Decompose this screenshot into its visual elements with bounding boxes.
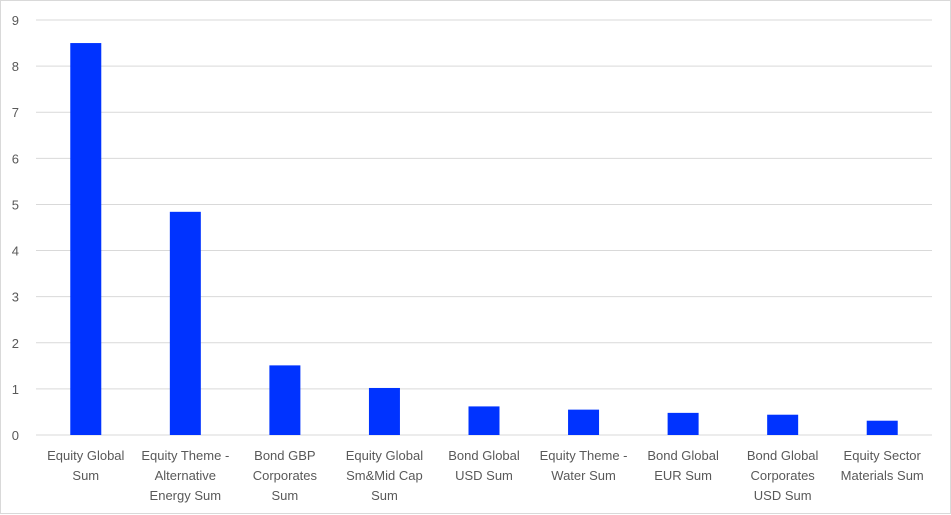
x-category-label-line: Alternative	[155, 468, 216, 483]
x-category-label-line: USD Sum	[754, 488, 812, 503]
y-tick-label: 2	[12, 336, 19, 351]
x-category-label: Equity Global Sm&Mid Cap Sum	[346, 448, 423, 503]
x-category-label-line: Corporates	[751, 468, 816, 483]
x-axis-category-labels: Equity Global Sum Equity Theme - Alternativ…	[47, 448, 924, 503]
x-category-label: Equity Global Sum	[47, 448, 124, 483]
bar-2[interactable]	[269, 365, 301, 435]
x-category-label-line: Equity Global	[47, 448, 124, 463]
y-tick-label: 7	[12, 105, 19, 120]
y-tick-label: 3	[12, 290, 19, 305]
x-category-label-line: Sum	[371, 488, 398, 503]
x-category-label-line: Bond Global	[747, 448, 819, 463]
bar-8[interactable]	[866, 420, 898, 435]
x-category-label-line: EUR Sum	[654, 468, 712, 483]
x-category-label: Bond Global EUR Sum	[647, 448, 719, 483]
bar-1[interactable]	[169, 211, 201, 435]
bar-5[interactable]	[568, 409, 600, 435]
y-tick-label: 9	[12, 13, 19, 28]
x-category-label-line: Materials Sum	[841, 468, 924, 483]
x-category-label-line: Sm&Mid Cap	[346, 468, 423, 483]
y-tick-label: 1	[12, 382, 19, 397]
x-category-label-line: Bond Global	[647, 448, 719, 463]
x-category-label: Equity Sector Materials Sum	[841, 448, 924, 483]
x-category-label-line: Equity Theme -	[141, 448, 229, 463]
x-category-label: Bond Global Corporates USD Sum	[747, 448, 819, 503]
bar-7[interactable]	[767, 414, 799, 435]
x-category-label-line: Energy Sum	[150, 488, 222, 503]
x-category-label: Bond Global USD Sum	[448, 448, 520, 483]
x-category-label-line: Equity Global	[346, 448, 423, 463]
x-category-label: Equity Theme - Alternative Energy Sum	[141, 448, 229, 503]
x-category-label-line: Sum	[72, 468, 99, 483]
y-tick-label: 6	[12, 151, 19, 166]
x-category-label-line: Water Sum	[551, 468, 616, 483]
x-category-label-line: USD Sum	[455, 468, 513, 483]
x-category-label-line: Equity Theme -	[540, 448, 628, 463]
x-category-label-line: Bond Global	[448, 448, 520, 463]
x-category-label: Bond GBP Corporates Sum	[253, 448, 318, 503]
y-tick-label: 8	[12, 59, 19, 74]
bar-6[interactable]	[667, 412, 699, 435]
bar-3[interactable]	[368, 387, 400, 435]
bar-4[interactable]	[468, 406, 500, 435]
y-tick-label: 5	[12, 197, 19, 212]
y-tick-label: 0	[12, 428, 19, 443]
bars	[70, 43, 898, 436]
y-axis-tick-labels: 0 1 2 3 4 5 6 7 8 9	[12, 13, 19, 443]
x-category-label: Equity Theme - Water Sum	[540, 448, 628, 483]
x-category-label-line: Corporates	[253, 468, 318, 483]
y-tick-label: 4	[12, 244, 19, 259]
x-category-label-line: Sum	[272, 488, 299, 503]
x-category-label-line: Equity Sector	[844, 448, 922, 463]
bar-0[interactable]	[70, 43, 102, 436]
x-category-label-line: Bond GBP	[254, 448, 315, 463]
